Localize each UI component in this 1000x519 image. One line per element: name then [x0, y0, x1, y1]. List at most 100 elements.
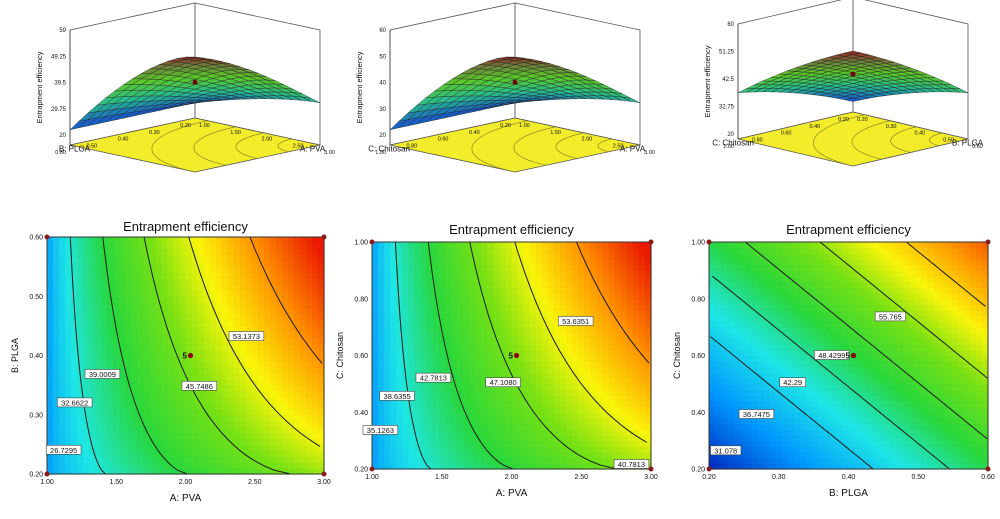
contour-line [744, 241, 988, 440]
center-design-point [850, 352, 857, 359]
contour-line [427, 241, 514, 470]
x-tick-label: 1.00 [365, 474, 379, 481]
x-tick-label: 0.50 [943, 137, 954, 143]
heatmap-cells [709, 242, 989, 470]
contour-chart-1: Entrapment efficiency 26.7295 32.6622 39.00… [10, 219, 331, 504]
surface-plot-2: 20 30 40 50 60 Entrapment efficiency 1.00 1.50 2… [355, 2, 655, 173]
z-tick-label: 32.75 [719, 105, 735, 111]
x-tick-label: 1.00 [519, 123, 530, 129]
floor-contour-line [151, 120, 208, 173]
floor-contour-line [235, 132, 264, 159]
x-tick-label: 2.00 [505, 474, 519, 481]
contour-label: 53.1373 [228, 331, 265, 341]
heatmap-cells [47, 237, 325, 475]
y-axis-label: B: PLGA [59, 145, 91, 154]
corner-design-point [369, 239, 375, 245]
contour-label: 53.6351 [557, 316, 594, 326]
corner-design-point [648, 466, 654, 472]
z-axis-label: Entrapment efficiency [703, 45, 712, 117]
floor-contour-line [597, 138, 612, 153]
contour-label: 38.6355 [379, 391, 415, 401]
svg-text:32.6622: 32.6622 [61, 398, 88, 407]
x-tick-label: 1.50 [550, 130, 561, 136]
center-point-count: 5 [509, 352, 514, 361]
y-tick-label: 0.50 [29, 294, 43, 301]
center-point-count: 5 [183, 352, 188, 361]
design-point-marker [512, 79, 518, 85]
contour-line [395, 241, 432, 470]
contour-label: 45.7486 [181, 381, 218, 391]
z-tick-label: 20 [727, 132, 734, 138]
x-axis-label: A: PVA [170, 493, 202, 504]
floor-contour-line [813, 114, 865, 167]
surface-plot-1: 20 29.75 39.5 49.25 59 Entrapment efficiency 1… [35, 2, 335, 173]
floor-contour-line [851, 120, 891, 160]
x-tick-label: 0.60 [981, 474, 995, 481]
floor-contour-line [513, 126, 556, 166]
x-tick-label: 3.00 [644, 474, 658, 481]
contour-line [469, 241, 618, 470]
z-tick-label: 60 [379, 28, 386, 34]
x-tick-label: 1.50 [435, 474, 449, 481]
y-axis-label: C: Chitosan [368, 145, 410, 154]
y-tick-label: 0.20 [500, 123, 511, 129]
corner-design-point [648, 239, 654, 245]
y-tick-label: 0.30 [29, 412, 43, 419]
design-point-marker [192, 79, 198, 85]
x-axis-label: B: PLGA [952, 139, 984, 148]
floor-contour-line [471, 120, 528, 173]
z-tick-label: 51.25 [719, 50, 735, 56]
center-design-point [187, 352, 194, 359]
response-surface-mesh [69, 56, 321, 131]
y-tick-label: 0.60 [691, 353, 705, 360]
svg-text:39.0009: 39.0009 [89, 370, 116, 379]
x-tick-label: 0.60 [972, 144, 983, 150]
y-tick-label: 1.00 [723, 144, 734, 150]
chart-title: Entrapment efficiency [449, 222, 574, 237]
x-axis-label: A: PVA [300, 145, 326, 154]
contour-label: 48.4299 [814, 350, 850, 360]
y-tick-label: 0.50 [87, 143, 98, 149]
x-tick-label: 0.30 [772, 474, 786, 481]
x-tick-label: 1.00 [40, 479, 54, 486]
contour-label: 35.1263 [362, 425, 399, 435]
y-tick-label: 0.80 [354, 296, 368, 303]
x-tick-label: 1.50 [109, 479, 123, 486]
contour-chart-3: Entrapment efficiency 31.078 36.7475 42.29 4… [672, 222, 995, 499]
z-tick-label: 20 [59, 133, 66, 139]
chart-title: Entrapment efficiency [786, 222, 911, 237]
svg-text:47.1080: 47.1080 [490, 378, 517, 387]
y-tick-label: 0.20 [691, 467, 705, 474]
y-tick-label: 0.20 [838, 117, 849, 123]
floor-contour-line [277, 138, 292, 153]
y-axis-label: C: Chitosan [672, 332, 682, 379]
z-tick-label: 60 [727, 22, 734, 28]
chart-title: Entrapment efficiency [123, 219, 248, 234]
corner-design-point [985, 466, 991, 472]
z-axis-label: Entrapment efficiency [35, 51, 44, 123]
y-tick-label: 0.20 [354, 467, 368, 474]
corner-design-point [706, 239, 712, 245]
x-tick-label: 3.00 [644, 150, 655, 156]
x-tick-label: 0.20 [702, 474, 716, 481]
contour-line [710, 336, 874, 470]
x-axis-label: A: PVA [496, 488, 528, 499]
svg-text:53.6351: 53.6351 [562, 317, 589, 326]
contour-line [188, 236, 321, 447]
y-tick-label: 0.40 [354, 410, 368, 417]
y-tick-label: 0.80 [407, 143, 418, 149]
corner-design-point [706, 466, 712, 472]
y-tick-label: 0.80 [752, 137, 763, 143]
y-tick-label: 0.40 [810, 124, 821, 130]
corner-design-point [369, 466, 375, 472]
contour-label: 32.6622 [56, 397, 93, 407]
center-point-count: 5 [846, 352, 851, 361]
corner-design-point [44, 234, 50, 240]
y-tick-label: 0.30 [149, 130, 160, 136]
svg-text:40.7813: 40.7813 [618, 460, 645, 469]
z-tick-label: 50 [379, 54, 386, 60]
contour-line [102, 236, 188, 475]
x-axis-label: B: PLGA [829, 488, 868, 499]
plot-frame [708, 241, 989, 470]
